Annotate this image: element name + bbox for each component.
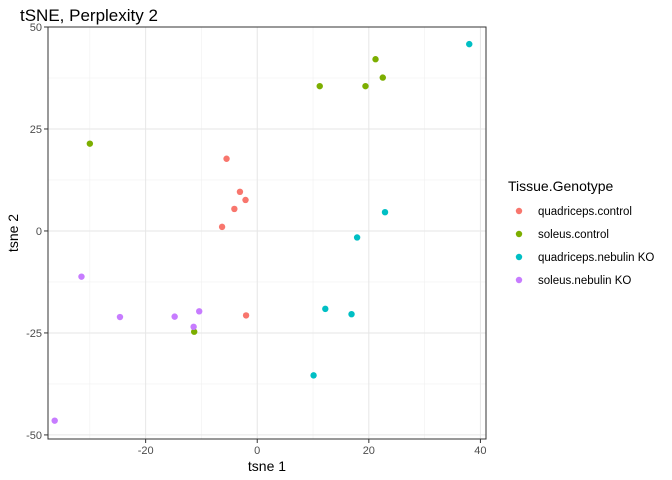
- data-point: [316, 82, 323, 90]
- x-tick-label: 20: [363, 445, 375, 457]
- legend: Tissue.Genotype quadriceps.control soleus…: [508, 178, 654, 287]
- legend-label: soleus.nebulin KO: [538, 275, 631, 287]
- data-point: [171, 313, 178, 320]
- data-point: [242, 312, 250, 319]
- data-point: [322, 305, 329, 313]
- y-tick-label: -50: [26, 430, 42, 442]
- data-point: [310, 372, 317, 379]
- data-point: [236, 188, 244, 195]
- data-point: [116, 313, 124, 321]
- legend-key: [515, 253, 523, 261]
- data-point: [78, 273, 85, 280]
- data-point: [190, 323, 197, 331]
- legend-key: [515, 276, 523, 284]
- plot-panel-border: [47, 26, 487, 440]
- data-points: [51, 40, 473, 424]
- legend-key: [515, 207, 523, 215]
- legend-label: quadriceps.control: [538, 206, 632, 218]
- x-axis-title: tsne 1: [248, 458, 286, 474]
- legend-label: soleus.control: [538, 229, 609, 241]
- data-point: [196, 308, 203, 315]
- data-point: [381, 208, 389, 216]
- legend-title: Tissue.Genotype: [508, 178, 614, 194]
- x-tick-label: -20: [138, 445, 154, 457]
- data-point: [218, 223, 226, 231]
- data-point: [223, 155, 230, 162]
- data-point: [242, 196, 249, 204]
- data-point: [372, 56, 379, 63]
- data-point: [86, 140, 94, 147]
- data-point: [379, 74, 386, 81]
- y-tick-label: 50: [30, 22, 42, 34]
- chart-title: tSNE, Perplexity 2: [20, 6, 158, 25]
- y-tick-label: -25: [26, 328, 42, 340]
- data-point: [362, 82, 369, 90]
- data-point: [231, 205, 238, 213]
- legend-key: [515, 230, 523, 238]
- axis-ticks: -20 0 20 40 -50 -25 0 25 50: [26, 22, 486, 457]
- data-point: [190, 328, 198, 335]
- grid-lines: [48, 26, 486, 439]
- y-tick-label: 25: [30, 124, 42, 136]
- legend-label: quadriceps.nebulin KO: [538, 252, 654, 264]
- data-point: [348, 310, 355, 318]
- data-point: [51, 417, 58, 424]
- x-tick-label: 0: [254, 445, 260, 457]
- x-tick-label: 40: [474, 445, 486, 457]
- data-point: [353, 234, 361, 241]
- data-point: [466, 40, 473, 48]
- y-axis-title: tsne 2: [5, 214, 21, 252]
- y-tick-label: 0: [36, 226, 42, 238]
